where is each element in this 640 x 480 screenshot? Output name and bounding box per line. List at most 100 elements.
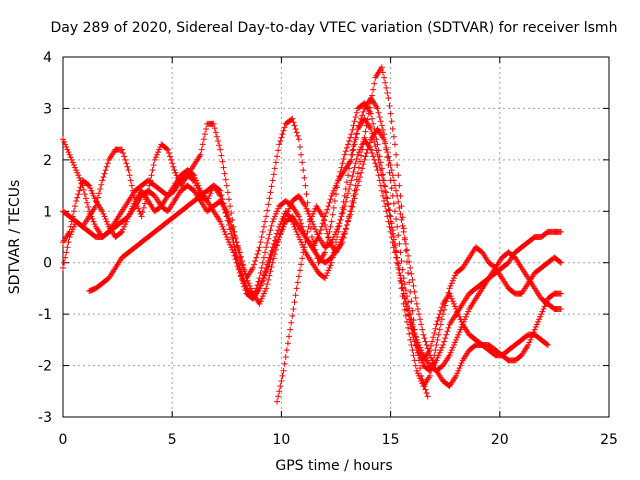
data-point	[381, 74, 388, 81]
data-point	[274, 208, 281, 215]
data-point	[295, 273, 302, 280]
data-point	[75, 172, 82, 179]
data-point	[418, 321, 425, 328]
data-point	[67, 154, 74, 161]
data-point	[414, 370, 421, 377]
data-point	[397, 249, 404, 256]
data-point	[354, 151, 361, 158]
data-point	[287, 326, 294, 333]
data-point	[359, 146, 366, 153]
data-point	[383, 84, 390, 91]
data-point	[211, 125, 218, 132]
data-point	[217, 218, 224, 225]
data-point	[264, 281, 271, 288]
data-point	[544, 342, 551, 348]
data-point	[224, 217, 231, 224]
data-point	[364, 146, 371, 153]
data-point	[101, 170, 108, 177]
data-point	[388, 234, 395, 240]
data-point	[422, 386, 429, 393]
data-point	[369, 150, 376, 156]
data-point	[453, 336, 460, 343]
data-point	[254, 251, 261, 258]
data-point	[235, 246, 242, 252]
data-point	[149, 167, 156, 174]
data-point	[395, 232, 402, 239]
data-point	[448, 280, 455, 287]
data-point	[379, 69, 386, 76]
data-point	[275, 205, 282, 212]
data-point	[375, 109, 382, 116]
data-point	[556, 258, 563, 265]
data-point	[257, 270, 264, 276]
data-point	[384, 195, 391, 202]
data-point	[260, 290, 267, 297]
data-point	[409, 307, 416, 314]
data-point	[333, 228, 339, 235]
data-point	[283, 210, 290, 217]
data-point	[446, 285, 453, 292]
data-point	[192, 180, 199, 186]
data-point	[118, 146, 125, 153]
data-point	[412, 334, 419, 341]
data-point	[557, 228, 564, 235]
data-point	[372, 160, 379, 167]
data-point	[87, 185, 94, 192]
data-point	[242, 270, 249, 277]
data-point	[409, 276, 416, 283]
data-point	[153, 151, 160, 158]
data-point	[223, 234, 230, 240]
data-point	[278, 378, 285, 384]
data-point	[388, 167, 395, 174]
data-point	[389, 239, 396, 246]
data-point	[438, 304, 445, 311]
data-point	[268, 252, 275, 259]
data-point	[193, 182, 200, 189]
data-point	[383, 208, 390, 215]
data-point	[103, 218, 110, 225]
data-point	[385, 218, 392, 225]
data-point	[267, 268, 274, 275]
data-point	[293, 285, 300, 292]
axis-ticks: 0 5 10 15 20 25 -3 -2 -1 0 1 2 3 4	[38, 50, 618, 448]
data-point	[460, 318, 467, 325]
data-point	[437, 307, 444, 314]
data-point	[194, 185, 201, 192]
data-point	[117, 229, 124, 236]
data-point	[428, 342, 435, 349]
data-points	[60, 64, 564, 405]
data-point	[64, 244, 71, 251]
data-point	[96, 190, 103, 197]
data-point	[259, 277, 266, 284]
data-point	[77, 184, 84, 191]
data-point	[216, 142, 223, 149]
data-point	[278, 134, 285, 141]
data-point	[426, 352, 433, 359]
data-point	[351, 118, 358, 125]
data-point	[99, 208, 106, 215]
data-point	[335, 223, 342, 230]
data-point	[349, 126, 356, 133]
data-point	[289, 312, 296, 319]
data-point	[462, 313, 469, 320]
data-point	[100, 210, 107, 217]
data-point	[447, 293, 454, 300]
data-point	[262, 218, 269, 225]
data-point	[274, 153, 281, 160]
data-point	[325, 267, 332, 274]
data-point	[359, 141, 366, 148]
data-point	[197, 151, 204, 158]
data-point	[391, 249, 398, 256]
data-point	[352, 114, 359, 120]
data-point	[118, 228, 125, 235]
data-point	[430, 360, 437, 366]
data-point	[282, 213, 289, 220]
data-point	[242, 282, 249, 288]
data-point	[291, 122, 298, 129]
data-point	[386, 207, 393, 214]
data-point	[421, 335, 428, 342]
data-point	[259, 259, 266, 266]
data-point	[262, 249, 269, 256]
data-point	[365, 143, 372, 150]
